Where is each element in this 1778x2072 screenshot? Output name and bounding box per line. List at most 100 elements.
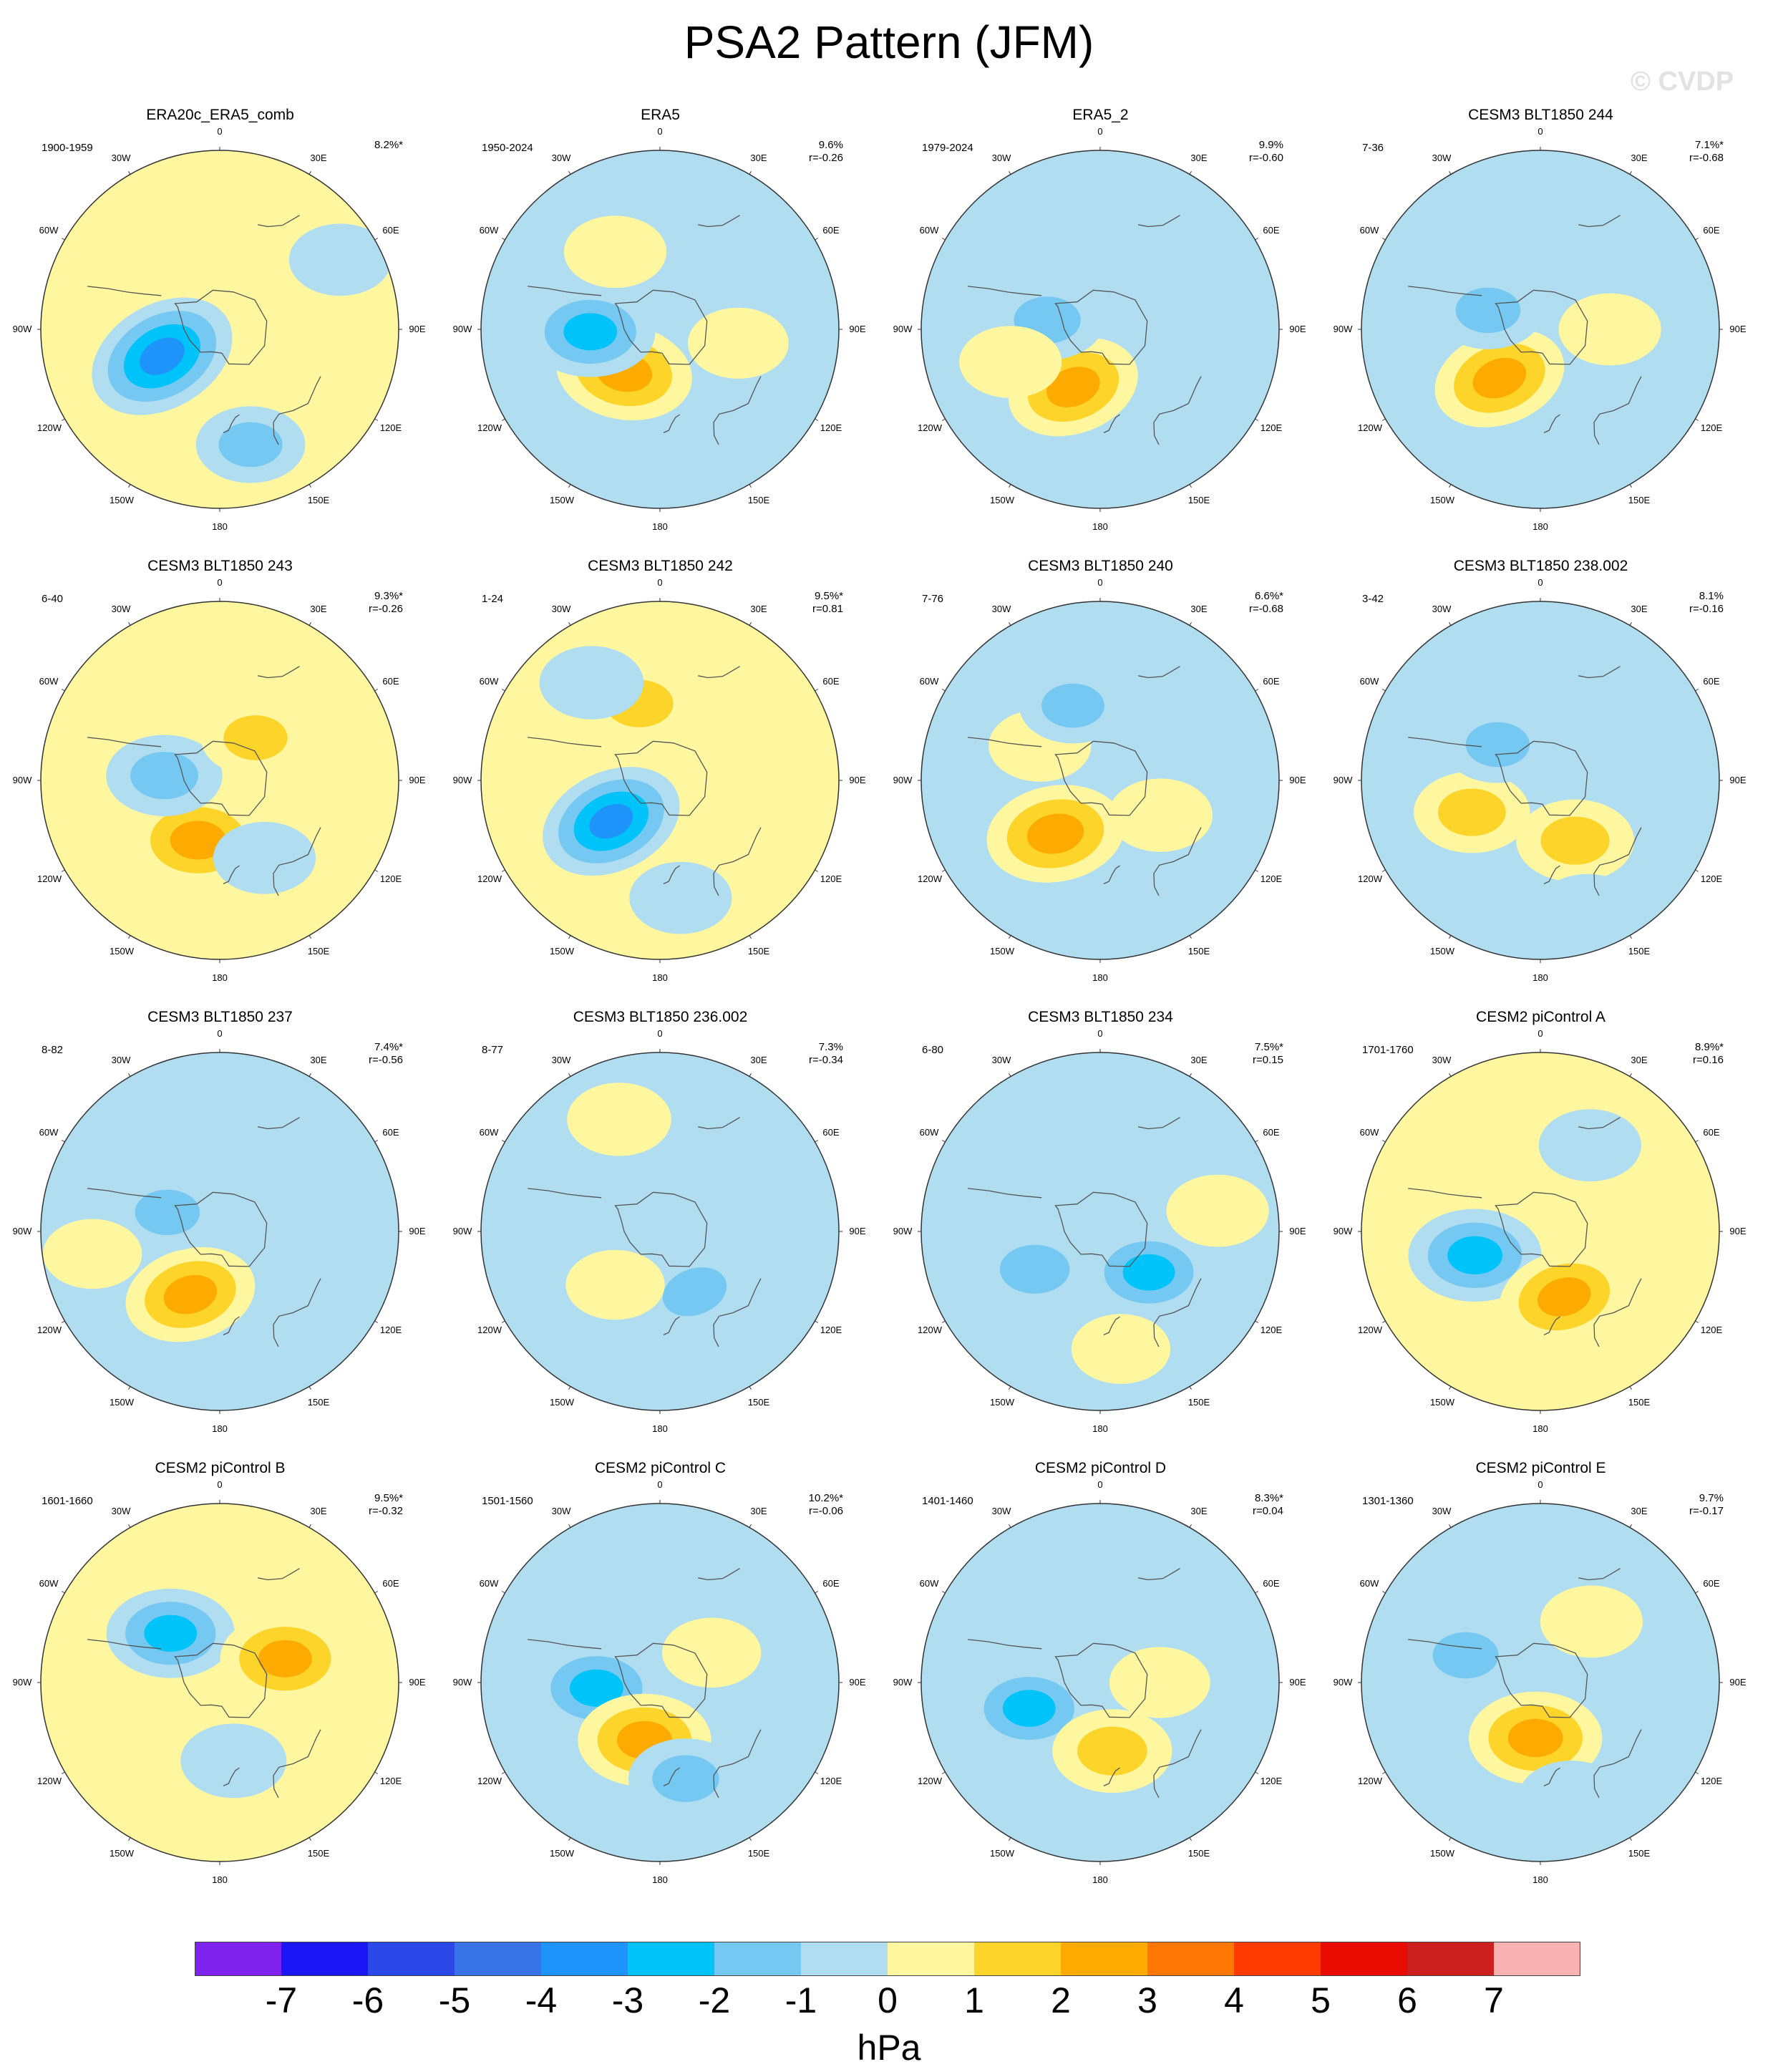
longitude-tick: [61, 689, 65, 692]
longitude-tick: [568, 1386, 571, 1390]
panel-correlation: r=-0.06: [809, 1505, 843, 1517]
longitude-label: 30W: [1432, 604, 1452, 614]
longitude-label: 30W: [551, 153, 571, 163]
longitude-label: 150E: [1187, 495, 1210, 505]
panel-title: CESM2 piControl B: [155, 1460, 286, 1476]
south-america-coastline: [1408, 1188, 1482, 1199]
longitude-tick: [749, 1837, 752, 1841]
australia-coastline: [273, 827, 321, 896]
contour-fill: [1071, 1314, 1171, 1384]
longitude-label: 180: [212, 1874, 228, 1885]
longitude-label: 150W: [110, 495, 134, 505]
longitude-tick: [1255, 689, 1259, 692]
longitude-label: 30E: [750, 1506, 767, 1516]
longitude-label: 30W: [111, 1506, 131, 1516]
longitude-tick: [128, 1837, 131, 1841]
longitude-label: 90E: [1729, 775, 1747, 785]
longitude-label: 60W: [1359, 676, 1379, 687]
contour-fill: [180, 1723, 287, 1799]
positive-anomaly: [1540, 1585, 1643, 1658]
longitude-label: 180: [1092, 1423, 1108, 1434]
antarctica-coastline: [1054, 289, 1148, 365]
contour-fill: [1535, 873, 1641, 949]
longitude-tick: [61, 1320, 65, 1323]
antarctica-coastline: [174, 1191, 268, 1267]
longitude-tick: [941, 1591, 946, 1594]
panel-correlation: r=-0.68: [1249, 603, 1283, 615]
longitude-label: 90E: [1289, 1677, 1306, 1688]
panel-title: CESM3 BLT1850 244: [1468, 107, 1613, 123]
contour-fill: [1465, 722, 1530, 768]
longitude-tick: [501, 238, 505, 241]
longitude-label: 30W: [111, 153, 131, 163]
contour-fill: [1046, 367, 1100, 407]
antarctica-coastline: [1495, 740, 1588, 816]
south-america-coastline: [528, 737, 602, 747]
longitude-label: 0: [1097, 126, 1103, 137]
longitude-label: 0: [657, 126, 663, 137]
field-background: [921, 601, 1279, 959]
colorbar-tick-label: 7: [1484, 1980, 1504, 2020]
africa-coastline: [698, 1117, 740, 1130]
longitude-label: 150E: [747, 1848, 770, 1859]
longitude-label: 120W: [477, 873, 502, 884]
longitude-tick: [1629, 1524, 1632, 1528]
new-zealand-coastline: [1103, 865, 1120, 884]
longitude-tick: [1255, 418, 1259, 421]
longitude-label: 60W: [39, 676, 59, 687]
longitude-tick: [749, 1524, 752, 1528]
colorbar-tick-label: -3: [611, 1980, 644, 2020]
contour-fill: [223, 715, 288, 760]
south-america-coastline: [87, 286, 162, 296]
field-background: [1361, 150, 1719, 508]
panel-period: 1601-1660: [42, 1495, 93, 1507]
map-panel: CESM3 BLT1850 237 8-82 7.4%* r=-0.56 0 30E 60E…: [0, 1008, 440, 1452]
longitude-label: 150E: [1187, 1848, 1210, 1859]
positive-anomaly: [1052, 1709, 1172, 1793]
longitude-label: 120E: [1700, 1325, 1723, 1335]
longitude-label: 90W: [893, 775, 913, 785]
longitude-label: 0: [217, 126, 223, 137]
field-background: [481, 1052, 839, 1410]
longitude-label: 120E: [820, 1776, 842, 1786]
longitude-tick: [309, 935, 311, 939]
map-panel: CESM2 piControl C 1501-1560 10.2%* r=-0.06 0…: [440, 1459, 880, 1903]
panel-correlation: r=0.15: [1253, 1054, 1283, 1066]
new-zealand-coastline: [1543, 1767, 1560, 1786]
longitude-label: 90W: [1333, 775, 1353, 785]
longitude-tick: [374, 1140, 379, 1143]
longitude-label: 60W: [1359, 225, 1379, 236]
polar-map: [1358, 1500, 1723, 1865]
panel-correlation: r=-0.32: [369, 1505, 403, 1517]
longitude-label: 180: [652, 521, 668, 532]
contour-fill: [1455, 287, 1521, 334]
australia-coastline: [1153, 827, 1202, 896]
longitude-tick: [568, 1073, 571, 1077]
antarctica-coastline: [1054, 1642, 1148, 1718]
longitude-label: 150W: [110, 946, 134, 957]
map-panel: CESM2 piControl A 1701-1760 8.9%* r=0.16 0 30…: [1321, 1008, 1761, 1452]
negative-anomaly: [629, 861, 732, 934]
longitude-label: 60W: [479, 225, 499, 236]
longitude-label: 120E: [379, 873, 402, 884]
panel-variance: 9.3%*: [374, 590, 403, 602]
longitude-tick: [815, 1140, 819, 1143]
longitude-label: 90W: [893, 1226, 913, 1236]
longitude-label: 150E: [1628, 946, 1651, 957]
longitude-tick: [501, 689, 505, 692]
panel-period: 1900-1959: [42, 142, 93, 154]
longitude-label: 30E: [1190, 1506, 1208, 1516]
longitude-label: 150E: [1187, 946, 1210, 957]
longitude-label: 60E: [1703, 1578, 1720, 1589]
longitude-label: 60E: [382, 676, 399, 687]
longitude-tick: [1255, 1320, 1259, 1323]
panel-variance: 7.1%*: [1694, 139, 1724, 151]
longitude-tick: [568, 621, 571, 626]
contour-fill: [288, 223, 392, 296]
longitude-tick: [1189, 1524, 1192, 1528]
longitude-tick: [501, 1771, 505, 1774]
contour-fill: [539, 646, 644, 720]
longitude-tick: [374, 1320, 379, 1323]
longitude-tick: [1381, 418, 1386, 421]
longitude-label: 150W: [990, 946, 1014, 957]
